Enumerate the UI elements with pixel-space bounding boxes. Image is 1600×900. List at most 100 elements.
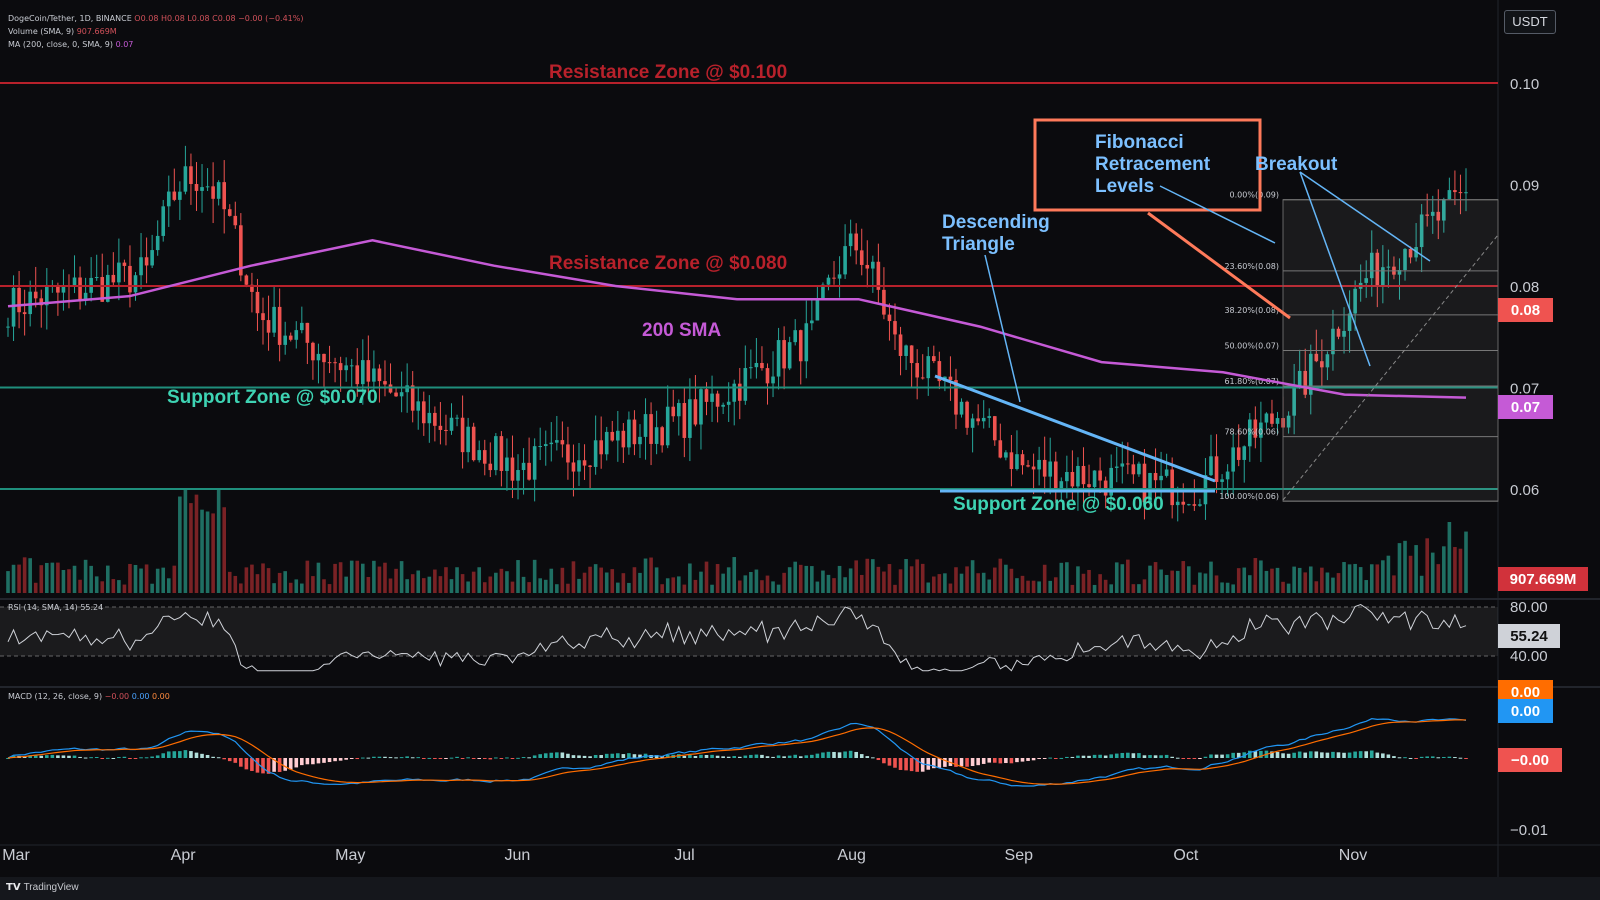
- volume-bar: [94, 576, 99, 593]
- candle-body: [992, 416, 997, 441]
- volume-bar: [638, 572, 642, 593]
- candle-body: [477, 450, 482, 461]
- candle-body: [1142, 463, 1147, 503]
- candle-body: [516, 470, 520, 481]
- candle-body: [749, 367, 753, 369]
- candle-body: [183, 166, 188, 192]
- volume-bar: [948, 583, 953, 593]
- macd-histogram-bar: [161, 753, 166, 758]
- volume-bar: [1114, 562, 1119, 593]
- macd-histogram-bar: [710, 754, 714, 758]
- candle-body: [28, 291, 32, 315]
- volume-bar: [283, 571, 287, 593]
- macd-histogram-bar: [943, 758, 947, 767]
- candle-body: [83, 292, 88, 300]
- candle-body: [959, 401, 964, 415]
- macd-histogram-bar: [737, 756, 742, 758]
- macd-histogram-bar: [45, 755, 49, 758]
- candle-body: [909, 345, 914, 364]
- volume-bar: [826, 574, 831, 593]
- macd-histogram-bar: [532, 755, 537, 758]
- candle-body: [616, 430, 620, 441]
- volume-bar: [394, 568, 398, 593]
- candle-body: [6, 326, 10, 328]
- candle-body: [549, 442, 554, 445]
- volume-bar: [743, 575, 748, 593]
- macd-histogram-bar: [754, 754, 759, 758]
- candle-body: [682, 403, 687, 438]
- macd-histogram-bar: [776, 755, 781, 758]
- macd-histogram-bar: [494, 757, 498, 759]
- macd-histogram-bar: [920, 758, 925, 772]
- candle-body: [61, 285, 66, 293]
- candle-body: [1153, 473, 1158, 481]
- candle-body: [965, 401, 969, 428]
- time-axis-label-may: May: [335, 847, 365, 864]
- macd-histogram-bar: [1286, 753, 1291, 758]
- macd-histogram-bar: [527, 757, 531, 759]
- volume-bar: [11, 564, 16, 593]
- macd-histogram-bar: [355, 758, 360, 760]
- volume-bar: [1308, 566, 1313, 593]
- candle-body: [1247, 419, 1252, 447]
- macd-histogram-bar: [144, 757, 149, 759]
- candle-body: [837, 274, 842, 279]
- macd-histogram-bar: [837, 752, 842, 758]
- volume-bar: [105, 565, 110, 593]
- candle-body: [1192, 504, 1197, 506]
- volume-bar: [1392, 575, 1396, 593]
- tradingview-logo[interactable]: TV TradingView: [6, 882, 79, 893]
- volume-bar: [244, 567, 249, 593]
- macd-histogram-bar: [1414, 758, 1418, 759]
- volume-bar: [882, 571, 886, 593]
- volume-bar: [1353, 563, 1357, 593]
- candle-body: [1425, 214, 1429, 216]
- candle-body: [693, 399, 698, 425]
- macd-histogram-bar: [1231, 752, 1235, 758]
- macd-histogram-bar: [549, 752, 554, 758]
- candle-body: [1397, 270, 1402, 275]
- fib-callout-box: [1033, 118, 1262, 212]
- candle-body: [488, 463, 493, 471]
- volume-bar: [255, 574, 260, 593]
- candle-body: [987, 416, 992, 418]
- currency-button[interactable]: USDT: [1504, 10, 1556, 34]
- volume-bar: [543, 579, 548, 593]
- candle-body: [105, 274, 110, 302]
- macd-histogram-bar: [455, 756, 459, 758]
- volume-bar: [1098, 574, 1102, 593]
- volume-bar: [665, 578, 670, 593]
- macd-histogram-bar: [300, 758, 304, 766]
- macd-histogram-bar: [311, 758, 315, 765]
- volume-bar: [1247, 575, 1252, 593]
- volume-bar: [28, 558, 32, 593]
- candle-body: [1381, 267, 1385, 286]
- macd-histogram-bar: [67, 755, 71, 758]
- volume-bar: [832, 578, 836, 593]
- macd-histogram-bar: [804, 755, 809, 758]
- volume-bar: [793, 561, 798, 593]
- volume-bar: [161, 567, 166, 593]
- macd-histogram-bar: [787, 755, 792, 758]
- macd-histogram-bar: [715, 755, 720, 758]
- macd-histogram-bar: [360, 757, 365, 759]
- candle-body: [976, 418, 980, 422]
- macd-histogram-bar: [1103, 755, 1108, 758]
- volume-bar: [621, 573, 626, 593]
- volume-bar: [1292, 566, 1296, 593]
- volume-bar: [959, 573, 964, 593]
- volume-bar: [1031, 580, 1036, 593]
- macd-histogram-bar: [1347, 752, 1352, 758]
- volume-bar: [749, 572, 753, 593]
- volume-bar: [721, 573, 725, 593]
- candle-body: [1164, 469, 1169, 476]
- candle-body: [499, 436, 504, 471]
- volume-bar: [1236, 568, 1241, 593]
- candle-body: [1419, 214, 1424, 248]
- macd-histogram-bar: [83, 757, 88, 759]
- candle-body: [760, 362, 764, 369]
- candle-body: [261, 313, 265, 321]
- candle-body: [1070, 471, 1075, 487]
- macd-histogram-bar: [1342, 752, 1346, 758]
